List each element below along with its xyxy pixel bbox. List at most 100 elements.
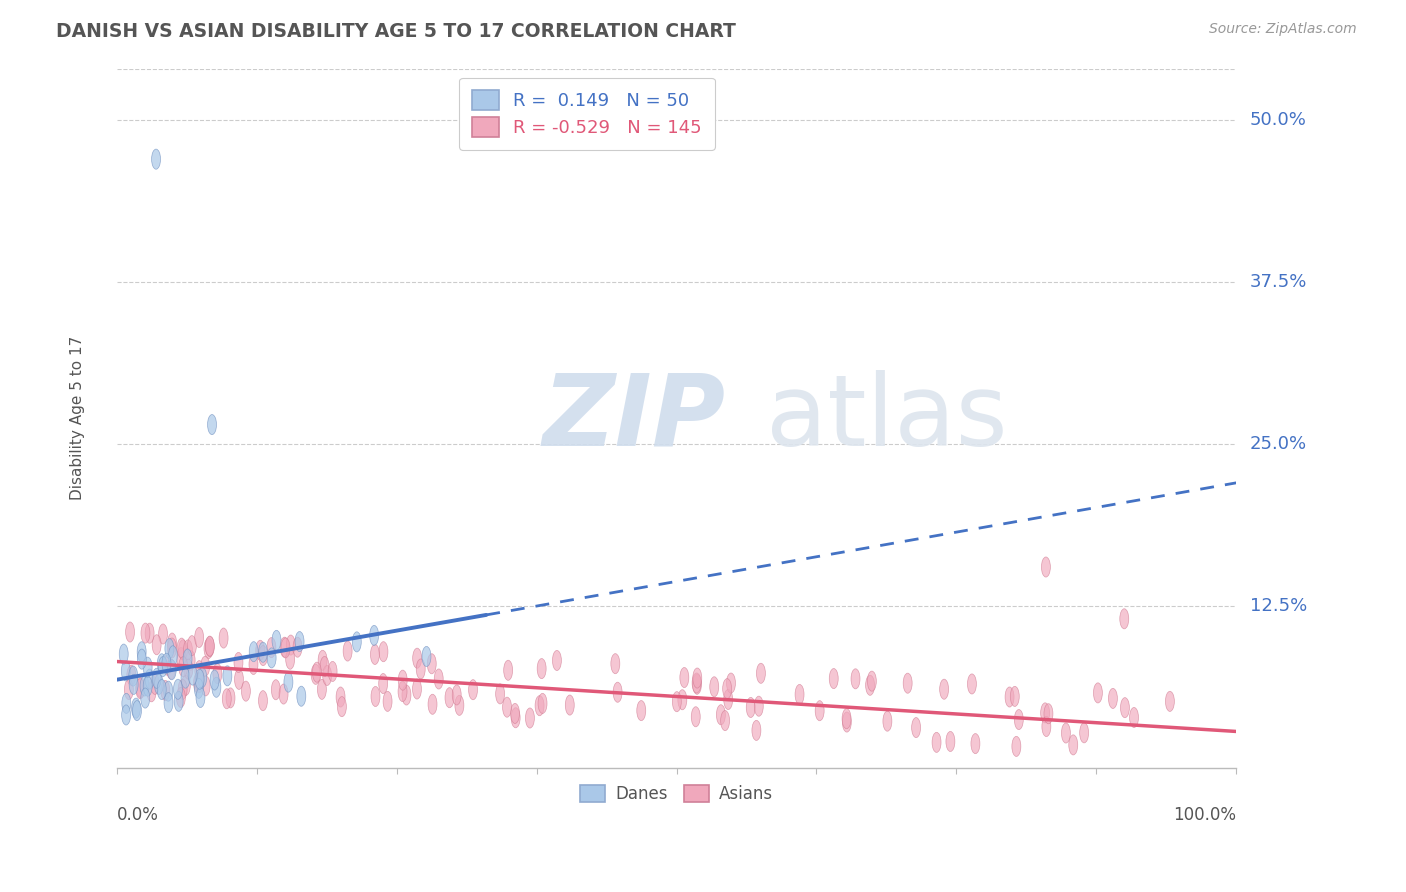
Ellipse shape [1043, 704, 1053, 723]
Ellipse shape [1040, 703, 1050, 723]
Text: 12.5%: 12.5% [1250, 597, 1306, 615]
Ellipse shape [939, 679, 949, 699]
Ellipse shape [163, 655, 172, 675]
Ellipse shape [502, 698, 512, 717]
Ellipse shape [205, 636, 214, 657]
Ellipse shape [222, 689, 231, 709]
Ellipse shape [157, 654, 166, 673]
Ellipse shape [724, 690, 733, 709]
Ellipse shape [402, 685, 411, 705]
Ellipse shape [510, 704, 519, 723]
Ellipse shape [692, 706, 700, 727]
Text: 100.0%: 100.0% [1173, 806, 1236, 824]
Ellipse shape [122, 705, 131, 725]
Ellipse shape [148, 681, 156, 702]
Ellipse shape [434, 669, 443, 689]
Ellipse shape [903, 673, 912, 693]
Ellipse shape [152, 668, 162, 689]
Ellipse shape [681, 667, 689, 688]
Ellipse shape [378, 673, 388, 694]
Ellipse shape [1121, 698, 1129, 718]
Ellipse shape [911, 717, 921, 738]
Ellipse shape [179, 657, 187, 677]
Ellipse shape [1011, 686, 1019, 706]
Ellipse shape [613, 682, 621, 702]
Ellipse shape [145, 669, 155, 690]
Ellipse shape [297, 686, 305, 706]
Ellipse shape [526, 708, 534, 728]
Ellipse shape [145, 624, 155, 643]
Ellipse shape [692, 673, 702, 693]
Ellipse shape [1166, 691, 1174, 712]
Ellipse shape [167, 633, 177, 653]
Ellipse shape [312, 662, 322, 682]
Ellipse shape [610, 654, 620, 673]
Ellipse shape [259, 690, 267, 711]
Ellipse shape [194, 678, 204, 698]
Ellipse shape [129, 666, 138, 686]
Ellipse shape [723, 679, 731, 698]
Ellipse shape [972, 733, 980, 754]
Ellipse shape [370, 625, 378, 646]
Ellipse shape [536, 696, 544, 715]
Ellipse shape [179, 640, 187, 660]
Ellipse shape [165, 692, 173, 713]
Ellipse shape [752, 721, 761, 740]
Ellipse shape [427, 654, 436, 673]
Text: Source: ZipAtlas.com: Source: ZipAtlas.com [1209, 22, 1357, 37]
Ellipse shape [187, 636, 197, 656]
Ellipse shape [946, 731, 955, 752]
Ellipse shape [152, 635, 162, 655]
Ellipse shape [672, 691, 682, 712]
Ellipse shape [427, 694, 437, 714]
Ellipse shape [321, 657, 329, 676]
Ellipse shape [717, 705, 725, 725]
Ellipse shape [167, 638, 176, 658]
Ellipse shape [141, 623, 150, 643]
Ellipse shape [181, 668, 190, 688]
Ellipse shape [165, 681, 173, 701]
Ellipse shape [184, 659, 193, 679]
Ellipse shape [851, 669, 860, 689]
Ellipse shape [125, 622, 135, 642]
Ellipse shape [693, 668, 702, 688]
Ellipse shape [267, 648, 276, 668]
Ellipse shape [280, 637, 290, 657]
Ellipse shape [183, 640, 193, 660]
Ellipse shape [201, 676, 209, 696]
Text: DANISH VS ASIAN DISABILITY AGE 5 TO 17 CORRELATION CHART: DANISH VS ASIAN DISABILITY AGE 5 TO 17 C… [56, 22, 737, 41]
Ellipse shape [371, 687, 380, 706]
Ellipse shape [468, 680, 478, 699]
Ellipse shape [212, 677, 221, 698]
Ellipse shape [336, 687, 344, 707]
Ellipse shape [413, 648, 422, 668]
Ellipse shape [416, 659, 425, 679]
Ellipse shape [281, 638, 290, 658]
Ellipse shape [259, 642, 267, 662]
Ellipse shape [195, 669, 204, 690]
Ellipse shape [285, 649, 295, 669]
Text: Disability Age 5 to 17: Disability Age 5 to 17 [70, 336, 86, 500]
Text: 50.0%: 50.0% [1250, 112, 1306, 129]
Ellipse shape [177, 648, 186, 667]
Ellipse shape [868, 671, 876, 691]
Ellipse shape [224, 665, 232, 686]
Ellipse shape [412, 679, 422, 699]
Ellipse shape [343, 641, 352, 661]
Ellipse shape [204, 639, 212, 658]
Ellipse shape [883, 711, 891, 731]
Ellipse shape [271, 680, 280, 700]
Ellipse shape [271, 631, 281, 650]
Ellipse shape [932, 732, 941, 752]
Ellipse shape [176, 688, 186, 707]
Text: 25.0%: 25.0% [1250, 435, 1306, 453]
Ellipse shape [120, 644, 128, 665]
Ellipse shape [141, 688, 149, 708]
Ellipse shape [132, 700, 142, 721]
Ellipse shape [537, 658, 546, 679]
Ellipse shape [150, 674, 159, 694]
Ellipse shape [194, 673, 202, 693]
Ellipse shape [267, 638, 276, 657]
Ellipse shape [721, 711, 730, 731]
Ellipse shape [177, 638, 186, 658]
